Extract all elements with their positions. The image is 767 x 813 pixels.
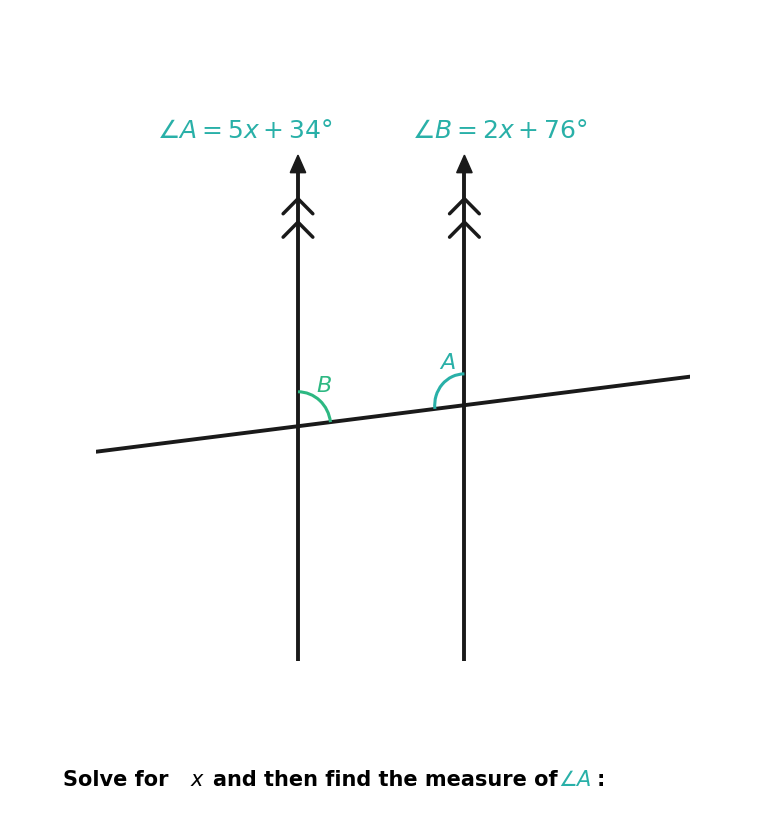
- Text: $\angle A = 5x + 34°$: $\angle A = 5x + 34°$: [156, 120, 332, 143]
- Text: $B$: $B$: [316, 375, 332, 397]
- Text: Solve for: Solve for: [63, 771, 169, 790]
- Polygon shape: [456, 155, 472, 172]
- Text: $x$: $x$: [190, 771, 206, 790]
- Text: and then find the measure of: and then find the measure of: [213, 771, 558, 790]
- Text: $\angle A$: $\angle A$: [558, 771, 592, 790]
- Polygon shape: [290, 155, 306, 172]
- Text: $\angle B = 2x + 76°$: $\angle B = 2x + 76°$: [413, 120, 588, 143]
- Text: $A$: $A$: [439, 352, 456, 374]
- Text: :: :: [597, 771, 605, 790]
